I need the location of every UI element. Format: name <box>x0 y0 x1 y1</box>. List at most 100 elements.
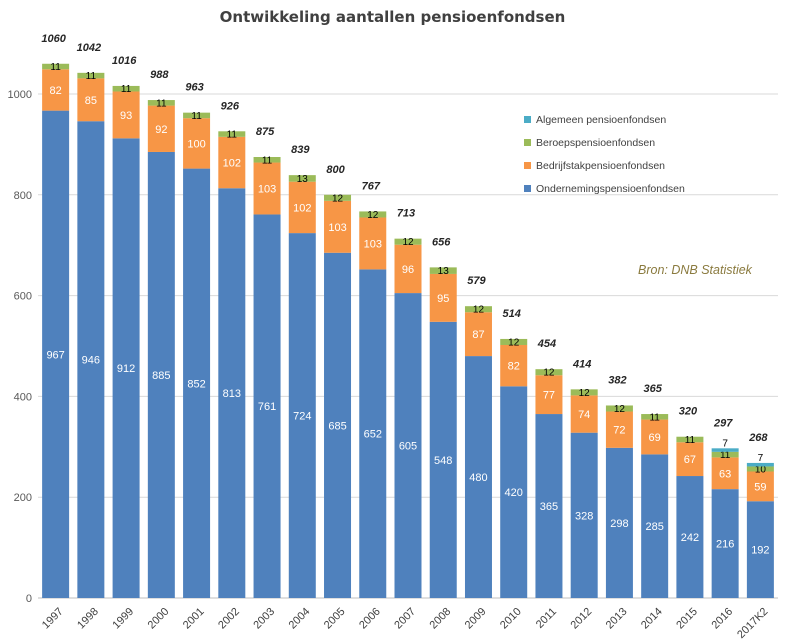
x-tick-label: 2013 <box>604 606 630 632</box>
source-annotation: Bron: DNB Statistiek <box>638 263 752 277</box>
data-label: 12 <box>543 368 555 379</box>
total-label: 875 <box>256 126 275 138</box>
data-label: 11 <box>50 62 61 73</box>
data-label: 548 <box>434 455 452 467</box>
bar-segment <box>253 214 281 598</box>
total-label: 579 <box>467 275 486 287</box>
bar-segment <box>42 63 70 70</box>
data-label: 92 <box>155 124 167 136</box>
total-label: 656 <box>432 236 451 248</box>
legend-swatch <box>524 116 531 123</box>
total-label: 514 <box>503 308 521 320</box>
bar-segment <box>218 131 246 137</box>
total-label: 963 <box>185 82 203 94</box>
total-label: 414 <box>572 358 591 370</box>
total-label: 1060 <box>41 33 66 45</box>
bar-segment <box>500 386 528 598</box>
legend: Algemeen pensioenfondsen Beroepspensioen… <box>524 108 685 200</box>
data-label: 12 <box>473 305 485 316</box>
data-label: 946 <box>82 355 100 367</box>
x-tick-label: 2017K2 <box>735 606 770 641</box>
bar-segment <box>535 375 563 415</box>
x-tick-label: 2014 <box>639 606 665 632</box>
x-tick-label: 2016 <box>709 606 735 632</box>
bar-segment <box>324 194 352 201</box>
bar-segment <box>324 252 352 598</box>
data-label: 11 <box>121 84 132 95</box>
data-label: 77 <box>543 390 555 402</box>
data-label: 365 <box>540 501 558 513</box>
legend-label: Ondernemingspensioenfondsen <box>536 182 685 195</box>
bar-segment <box>535 369 563 376</box>
bar-segment <box>570 395 598 433</box>
data-label: 103 <box>258 184 276 196</box>
data-label: 652 <box>364 429 382 441</box>
bar-segment <box>147 100 175 106</box>
total-label: 365 <box>643 383 662 395</box>
bar-segment <box>394 244 422 294</box>
data-label: 102 <box>293 202 311 214</box>
data-label: 11 <box>649 412 660 423</box>
bar-segment <box>253 157 281 163</box>
bar-segment <box>570 389 598 396</box>
x-tick-label: 1997 <box>40 606 66 632</box>
total-label: 454 <box>537 338 556 350</box>
data-label: 72 <box>613 425 625 437</box>
bar-segment <box>359 217 387 270</box>
x-tick-label: 2003 <box>251 606 277 632</box>
bar-segment <box>676 476 704 598</box>
legend-item: Beroepspensioenfondsen <box>524 131 685 154</box>
bar-segment <box>288 181 316 234</box>
bar-segment <box>183 168 211 599</box>
x-tick-label: 2012 <box>569 606 595 632</box>
data-label: 95 <box>437 293 449 305</box>
data-label: 103 <box>364 238 382 250</box>
data-label: 885 <box>152 370 170 382</box>
data-label: 192 <box>751 545 769 557</box>
data-label: 724 <box>293 411 311 423</box>
bar-segment <box>288 233 316 598</box>
data-label: 96 <box>402 264 414 276</box>
bar-segment <box>147 105 175 152</box>
x-tick-label: 2011 <box>534 606 559 631</box>
bar-segment <box>711 451 739 458</box>
total-label: 382 <box>608 374 626 386</box>
bar-segment <box>746 471 774 502</box>
x-tick-label: 2015 <box>674 606 700 632</box>
x-tick-label: 1998 <box>75 606 101 632</box>
data-label: 328 <box>575 510 593 522</box>
data-label: 93 <box>120 110 132 122</box>
total-label: 320 <box>679 406 698 418</box>
legend-swatch <box>524 162 531 169</box>
bar-segment <box>676 442 704 477</box>
legend-swatch <box>524 185 531 192</box>
data-label: 216 <box>716 539 734 551</box>
data-label: 11 <box>156 98 167 109</box>
legend-item: Ondernemingspensioenfondsen <box>524 177 685 200</box>
x-tick-label: 2010 <box>498 606 524 632</box>
bar-segment <box>394 238 422 245</box>
data-label: 63 <box>719 468 731 480</box>
bar-segment <box>570 432 598 598</box>
data-label: 11 <box>685 435 696 446</box>
data-label: 59 <box>754 481 766 493</box>
bar-segment <box>218 188 246 599</box>
bar-segment <box>464 306 492 313</box>
data-label: 7 <box>758 453 764 464</box>
data-label: 242 <box>681 532 699 544</box>
data-label: 7 <box>722 438 728 449</box>
data-label: 967 <box>46 349 64 361</box>
x-tick-label: 2005 <box>322 606 348 632</box>
bar-segment <box>429 321 457 598</box>
data-label: 12 <box>402 237 414 248</box>
bar-segment <box>641 414 669 420</box>
legend-label: Bedrijfstakpensioenfondsen <box>536 159 666 172</box>
y-tick-label: 200 <box>14 492 32 504</box>
data-label: 67 <box>684 454 696 466</box>
bar-segment <box>746 466 774 472</box>
data-label: 298 <box>610 518 628 530</box>
data-label: 87 <box>472 329 484 341</box>
data-label: 100 <box>187 138 205 150</box>
y-tick-label: 0 <box>26 593 32 605</box>
